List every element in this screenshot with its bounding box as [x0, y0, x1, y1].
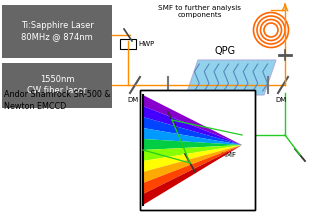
Polygon shape: [186, 60, 276, 95]
Polygon shape: [143, 145, 242, 205]
Text: 1550nm
CW fiber laser: 1550nm CW fiber laser: [27, 75, 87, 95]
Text: MMF: MMF: [220, 152, 236, 158]
Polygon shape: [143, 106, 242, 145]
Polygon shape: [143, 95, 242, 145]
Polygon shape: [143, 117, 242, 145]
Text: Andor Shamrock SR-500 &
Newton EMCCD: Andor Shamrock SR-500 & Newton EMCCD: [4, 90, 111, 111]
FancyBboxPatch shape: [140, 90, 255, 210]
Polygon shape: [143, 145, 242, 183]
Text: DM: DM: [127, 97, 138, 103]
Polygon shape: [143, 145, 242, 194]
Text: DM: DM: [275, 97, 287, 103]
Text: SMF to further analysis
components: SMF to further analysis components: [159, 5, 241, 19]
Text: QPG: QPG: [214, 46, 236, 56]
Polygon shape: [143, 145, 242, 161]
Polygon shape: [143, 145, 242, 172]
FancyBboxPatch shape: [2, 5, 112, 58]
Text: Ti:Sapphire Laser
80MHz @ 874nm: Ti:Sapphire Laser 80MHz @ 874nm: [20, 21, 94, 41]
Polygon shape: [143, 128, 242, 145]
Polygon shape: [143, 139, 242, 150]
FancyBboxPatch shape: [2, 63, 112, 108]
Text: HWP: HWP: [138, 41, 154, 47]
FancyBboxPatch shape: [120, 39, 136, 49]
